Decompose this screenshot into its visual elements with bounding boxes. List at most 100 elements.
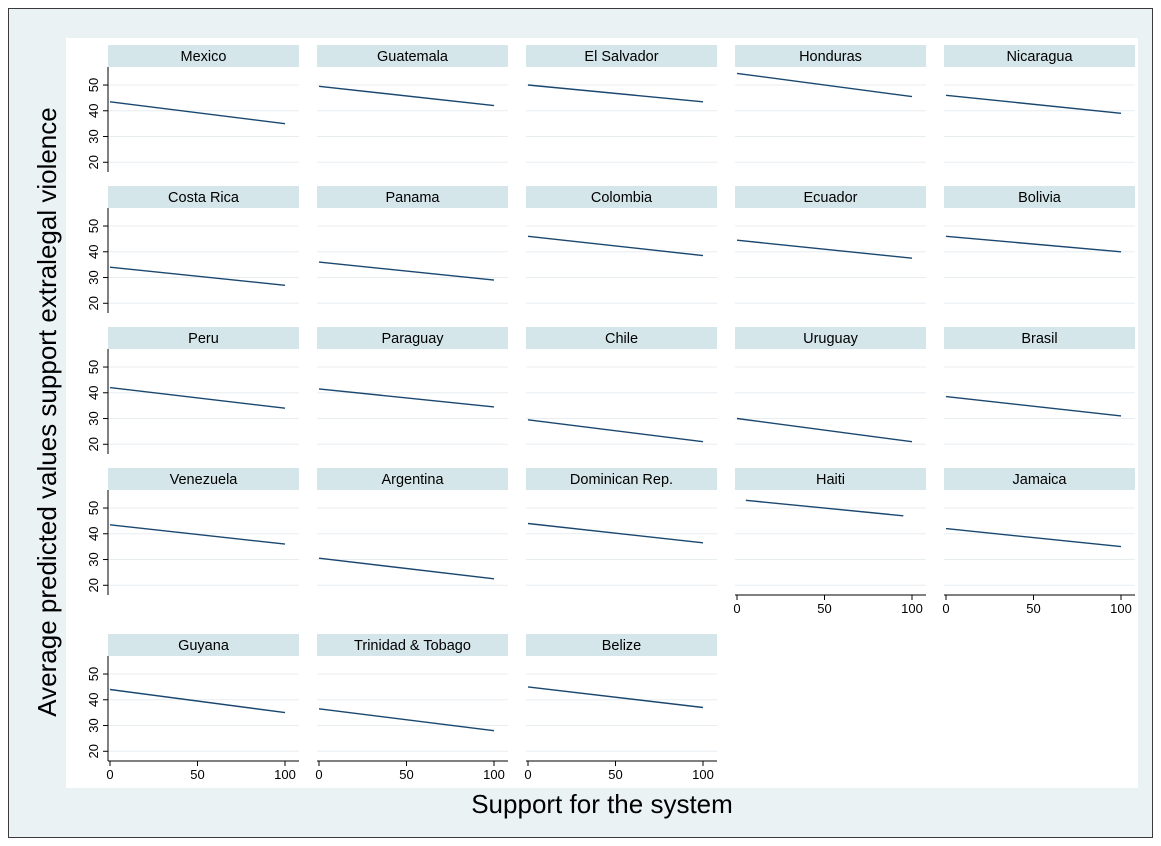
- y-tick-label: 20: [86, 437, 101, 451]
- y-tick-label: 30: [86, 552, 101, 566]
- panel: Mexico 20 30 40 50: [86, 45, 299, 172]
- series-line: [945, 395, 1122, 417]
- panel-title: Uruguay: [803, 331, 859, 347]
- series-line: [527, 84, 704, 103]
- panel: Venezuela 20 30 40 50: [86, 468, 299, 595]
- y-tick-label: 40: [86, 104, 101, 118]
- panel-title: Trinidad & Tobago: [354, 638, 471, 654]
- x-axis-title: Support for the system: [471, 789, 733, 819]
- panel-strip: [108, 634, 299, 656]
- y-tick-label: 40: [86, 386, 101, 400]
- y-tick-label: 50: [86, 219, 101, 233]
- panel: Trinidad & Tobago 0 50 100: [315, 634, 508, 782]
- panel-strip: [526, 468, 717, 490]
- panel: Belize 0 50 100: [524, 634, 717, 782]
- series-line: [736, 72, 913, 98]
- series-line: [318, 85, 495, 107]
- x-tick-label: 100: [1110, 601, 1132, 616]
- series-line: [736, 417, 913, 443]
- panel: Guyana 20 30 40 50 0 50 100: [86, 634, 299, 782]
- panel-title: Brasil: [1021, 331, 1057, 347]
- panel-strip: [526, 186, 717, 208]
- panel-strip: [317, 468, 508, 490]
- y-tick-label: 50: [86, 78, 101, 92]
- series-line: [109, 386, 286, 409]
- panel: Guatemala: [317, 45, 508, 163]
- panel: Uruguay: [735, 327, 926, 445]
- panel-strip: [526, 45, 717, 67]
- panel-strip: [108, 468, 299, 490]
- panel-strip: [317, 327, 508, 349]
- y-tick-label: 20: [86, 155, 101, 169]
- panel-title: Jamaica: [1013, 472, 1068, 488]
- y-tick-label: 30: [86, 718, 101, 732]
- panel: Ecuador: [735, 186, 926, 304]
- x-tick-label: 100: [901, 601, 923, 616]
- panel-title: Peru: [188, 331, 219, 347]
- series-line: [109, 101, 286, 125]
- x-tick-label: 100: [274, 767, 296, 782]
- series-line: [318, 557, 495, 580]
- series-line: [945, 235, 1122, 253]
- panel: Jamaica 0 50 100: [942, 468, 1135, 616]
- panel: Dominican Rep.: [526, 468, 717, 586]
- panel-title: Belize: [602, 638, 642, 654]
- panel-grid: Mexico 20 30 40 50 Guatemala El Salvador Hondur…: [86, 45, 1135, 782]
- panel-title: Venezuela: [170, 472, 239, 488]
- panel: Panama: [317, 186, 508, 304]
- panel: Costa Rica 20 30 40 50: [86, 186, 299, 313]
- panel: Peru 20 30 40 50: [86, 327, 299, 454]
- x-tick-label: 0: [106, 767, 113, 782]
- series-line: [945, 527, 1122, 548]
- x-tick-label: 50: [399, 767, 413, 782]
- panel-title: Guatemala: [377, 49, 449, 65]
- panel-strip: [526, 634, 717, 656]
- x-tick-label: 50: [608, 767, 622, 782]
- x-tick-label: 0: [733, 601, 740, 616]
- series-line: [318, 708, 495, 732]
- y-tick-label: 30: [86, 270, 101, 284]
- panel-strip: [526, 327, 717, 349]
- panel-strip: [944, 327, 1135, 349]
- panel-strip: [108, 327, 299, 349]
- series-line: [109, 524, 286, 545]
- x-tick-label: 50: [190, 767, 204, 782]
- x-tick-label: 50: [1026, 601, 1040, 616]
- panel-title: Argentina: [381, 472, 444, 488]
- panel-title: Colombia: [591, 190, 653, 206]
- panel-title: El Salvador: [584, 49, 658, 65]
- y-tick-label: 50: [86, 501, 101, 515]
- y-tick-label: 20: [86, 296, 101, 310]
- x-tick-label: 100: [692, 767, 714, 782]
- series-line: [527, 235, 704, 257]
- x-tick-label: 0: [315, 767, 322, 782]
- panel-title: Panama: [385, 190, 440, 206]
- panel-title: Paraguay: [381, 331, 444, 347]
- panel-title: Costa Rica: [168, 190, 240, 206]
- panel-title: Guyana: [178, 638, 230, 654]
- panel-strip: [944, 186, 1135, 208]
- panel-strip: [735, 327, 926, 349]
- series-line: [745, 499, 904, 517]
- panel-strip: [735, 468, 926, 490]
- series-line: [318, 261, 495, 281]
- panel-title: Mexico: [181, 49, 227, 65]
- panel-strip: [944, 468, 1135, 490]
- x-tick-label: 100: [483, 767, 505, 782]
- panel: Paraguay: [317, 327, 508, 445]
- series-line: [318, 388, 495, 408]
- y-tick-label: 40: [86, 245, 101, 259]
- panel-title: Bolivia: [1018, 190, 1062, 206]
- y-tick-label: 20: [86, 744, 101, 758]
- panel: Brasil: [944, 327, 1135, 445]
- x-tick-label: 0: [524, 767, 531, 782]
- y-tick-label: 40: [86, 527, 101, 541]
- panel: Argentina: [317, 468, 508, 586]
- series-line: [527, 419, 704, 443]
- panel-title: Chile: [605, 331, 638, 347]
- series-line: [109, 266, 286, 286]
- panel-strip: [944, 45, 1135, 67]
- y-tick-label: 50: [86, 667, 101, 681]
- panel-title: Nicaragua: [1006, 49, 1073, 65]
